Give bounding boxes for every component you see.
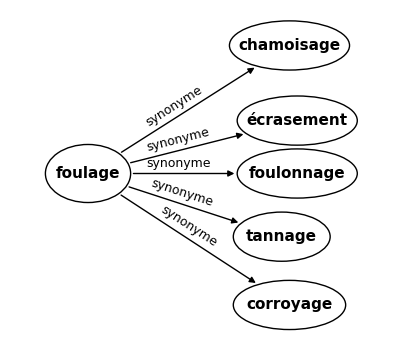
Text: foulonnage: foulonnage	[249, 166, 345, 181]
Text: synonyme: synonyme	[144, 83, 205, 129]
Text: synonyme: synonyme	[149, 177, 215, 210]
Text: tannage: tannage	[246, 229, 317, 244]
Text: chamoisage: chamoisage	[239, 38, 341, 53]
Text: foulage: foulage	[56, 166, 120, 181]
Text: synonyme: synonyme	[146, 157, 211, 170]
Text: corroyage: corroyage	[246, 297, 332, 312]
Text: synonyme: synonyme	[145, 126, 211, 154]
Text: synonyme: synonyme	[158, 203, 219, 249]
Text: écrasement: écrasement	[247, 113, 348, 128]
